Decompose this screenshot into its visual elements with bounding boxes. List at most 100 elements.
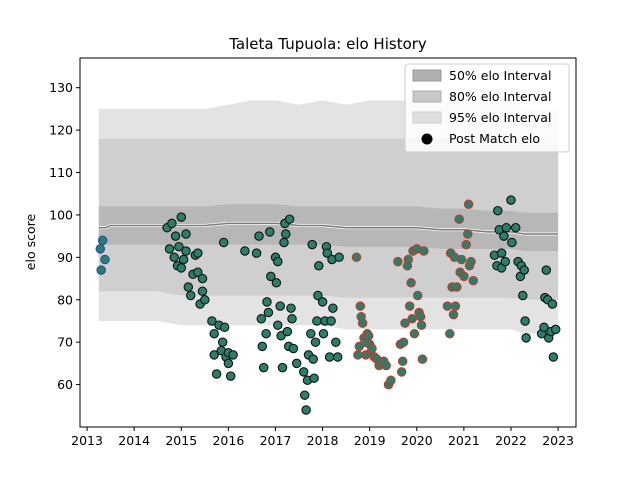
y-axis-label: elo score — [23, 214, 38, 271]
data-point — [381, 360, 391, 371]
x-tick-label: 2021 — [448, 433, 480, 448]
data-point — [299, 390, 310, 400]
data-point — [452, 282, 462, 292]
data-point — [353, 350, 363, 360]
data-point — [519, 265, 529, 275]
data-point — [463, 199, 474, 210]
data-point — [397, 356, 408, 367]
data-point — [448, 309, 459, 320]
data-point — [398, 337, 409, 347]
x-tick-label: 2017 — [260, 433, 292, 448]
legend-swatch-50 — [412, 69, 442, 82]
data-point — [193, 248, 203, 258]
data-point — [209, 328, 219, 339]
data-point — [200, 295, 210, 305]
data-point — [291, 358, 302, 369]
y-tick-label: 120 — [49, 123, 73, 138]
data-point — [209, 350, 219, 360]
data-point — [367, 343, 377, 354]
data-point — [493, 205, 503, 216]
data-point — [181, 246, 191, 256]
data-point — [501, 222, 512, 233]
data-point — [265, 227, 275, 237]
data-point — [178, 254, 189, 265]
data-point — [461, 239, 471, 250]
legend-label-80: 80% elo Interval — [449, 89, 551, 104]
data-point — [176, 263, 187, 273]
data-point — [256, 314, 267, 324]
data-point — [218, 237, 229, 248]
data-point — [314, 261, 324, 271]
data-point — [197, 286, 208, 297]
data-point — [547, 299, 558, 309]
data-point — [462, 229, 473, 239]
legend-label-post-match: Post Match elo — [449, 131, 540, 146]
data-point — [496, 248, 507, 258]
data-point — [355, 301, 366, 311]
data-point — [400, 318, 410, 328]
data-point — [351, 252, 362, 263]
data-point — [167, 218, 177, 229]
chart-title: Taleta Tupuola: elo History — [228, 35, 427, 53]
y-tick-label: 80 — [57, 292, 73, 307]
data-point — [183, 282, 194, 292]
data-point — [332, 352, 343, 362]
y-axis: 60 70 80 90 100 110 120 130 — [49, 80, 80, 392]
data-point — [185, 290, 196, 301]
data-point — [211, 369, 222, 379]
data-point — [313, 290, 323, 301]
data-point — [539, 322, 549, 333]
x-tick-label: 2015 — [165, 433, 197, 448]
data-point — [287, 314, 297, 324]
data-point — [310, 337, 321, 347]
data-point — [228, 350, 238, 360]
data-point — [254, 231, 264, 241]
data-point — [217, 337, 228, 347]
data-point — [277, 362, 288, 373]
data-point — [459, 271, 469, 282]
data-point — [181, 229, 191, 239]
data-point — [386, 375, 396, 386]
legend: 50% elo Interval 80% elo Interval 95% el… — [404, 63, 570, 153]
data-point — [288, 343, 299, 354]
x-tick-label: 2022 — [495, 433, 527, 448]
plot-area — [95, 100, 561, 415]
x-tick-label: 2014 — [118, 433, 150, 448]
data-point — [357, 318, 368, 328]
data-point — [308, 354, 318, 364]
data-point — [298, 367, 309, 377]
data-point — [261, 328, 271, 339]
data-point — [416, 320, 427, 330]
data-point — [500, 256, 511, 267]
data-point — [407, 314, 417, 324]
legend-swatch-80 — [412, 90, 442, 103]
data-point — [281, 229, 291, 239]
data-point — [415, 311, 426, 322]
data-point — [456, 254, 467, 265]
interval-bands — [98, 100, 559, 334]
data-point — [326, 316, 336, 326]
data-point — [100, 254, 110, 265]
data-point — [468, 275, 479, 286]
data-point — [466, 256, 476, 267]
y-tick-label: 90 — [57, 250, 73, 265]
x-tick-label: 2020 — [401, 433, 433, 448]
data-point — [521, 333, 531, 343]
data-point — [197, 273, 208, 284]
data-point — [286, 303, 296, 313]
data-point — [169, 252, 179, 263]
data-point — [223, 358, 234, 369]
data-point — [219, 322, 230, 333]
x-tick-label: 2013 — [71, 433, 103, 448]
data-point — [510, 222, 521, 233]
data-point — [258, 362, 269, 373]
y-tick-label: 110 — [49, 165, 73, 180]
data-point — [284, 214, 295, 224]
x-tick-label: 2019 — [354, 433, 386, 448]
data-point — [193, 267, 203, 277]
data-point — [318, 328, 329, 339]
data-point — [507, 237, 517, 248]
y-tick-label: 60 — [57, 377, 73, 392]
data-point — [417, 354, 428, 364]
